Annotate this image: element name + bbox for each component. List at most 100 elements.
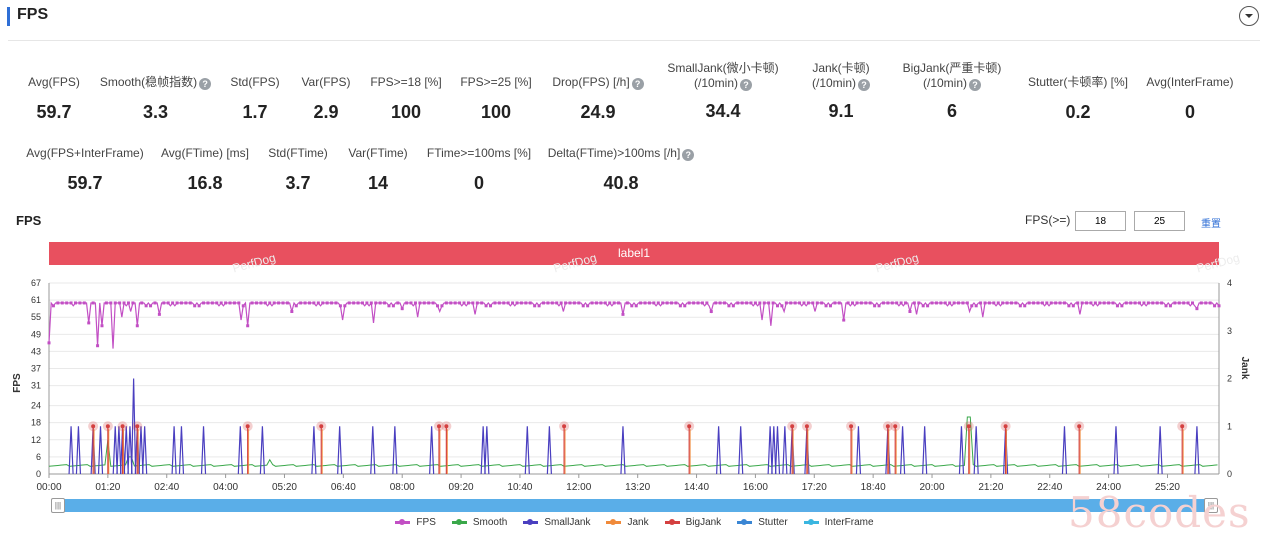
x-tick-label: 12:00 [566, 482, 591, 493]
fps-point [299, 301, 303, 305]
fps-point [338, 304, 342, 308]
smalljank-spike [200, 426, 207, 475]
fps-point [996, 301, 1000, 305]
fps-point [241, 304, 245, 308]
help-icon[interactable]: ? [858, 79, 870, 91]
metric-value: 59.7 [36, 102, 72, 122]
metric-label: Jank(卡顿) [812, 61, 870, 75]
fps-point [69, 301, 73, 305]
help-icon[interactable]: ? [682, 149, 695, 161]
slider-right-handle[interactable]: ||| [1204, 498, 1218, 513]
fps-point [135, 324, 139, 328]
fps-point [877, 304, 881, 308]
fps-point [775, 304, 779, 308]
metric-avg-fps: Avg(FPS) 59.7 [18, 75, 90, 123]
legend-item-bigjank[interactable]: BigJank [664, 517, 721, 528]
fps-point [564, 301, 568, 305]
fps-point [197, 304, 201, 308]
fps-point [555, 301, 559, 305]
fps-point [259, 301, 263, 305]
metric-value: 0 [1184, 102, 1195, 122]
fps-point [272, 301, 276, 305]
time-range-slider[interactable] [51, 499, 1218, 512]
fps-point [126, 301, 130, 305]
help-icon[interactable]: ? [199, 78, 212, 90]
y-left-tick-label: 24 [31, 401, 41, 411]
legend-item-jank[interactable]: Jank [606, 517, 649, 528]
metric-value: 40.8 [603, 173, 639, 193]
reset-link[interactable]: 重置 [1201, 219, 1221, 230]
fps-point [1142, 301, 1146, 305]
fps-point [851, 301, 855, 305]
fps-point [643, 301, 647, 305]
fps-point [219, 301, 223, 305]
legend-item-smooth[interactable]: Smooth [451, 517, 507, 528]
fps-point [864, 301, 868, 305]
smalljank-spike [524, 426, 530, 475]
fps-point [1208, 301, 1212, 305]
fps-point [820, 301, 824, 305]
fps-point [904, 301, 908, 305]
x-tick-label: 02:40 [154, 482, 179, 493]
legend-item-interframe[interactable]: InterFrame [803, 517, 874, 528]
fps-threshold-input-1[interactable] [1075, 211, 1126, 231]
fps-point [612, 301, 616, 305]
fps-point [873, 304, 877, 308]
metric-label-unit: (/10min) [693, 76, 738, 90]
y-right-axis-label: Jank [1239, 357, 1250, 380]
fps-point [806, 301, 810, 305]
smalljank-spike [142, 426, 148, 475]
fps-point [846, 301, 850, 305]
fps-point [462, 301, 466, 305]
fps-point [1164, 304, 1168, 308]
chart-legend: FPS Smooth SmallJank Jank BigJank Stutte… [0, 517, 1269, 528]
legend-item-smalljank[interactable]: SmallJank [523, 517, 590, 528]
x-tick-label: 10:40 [507, 482, 532, 493]
fps-point [347, 301, 351, 305]
y-left-tick-label: 61 [31, 295, 41, 305]
x-tick-label: 25:20 [1155, 482, 1180, 493]
fps-threshold-input-2[interactable] [1134, 211, 1185, 231]
legend-item-fps[interactable]: FPS [395, 517, 436, 528]
metric-value: 0 [473, 173, 484, 193]
smalljank-spike [259, 426, 265, 475]
fps-point [391, 304, 395, 308]
legend-swatch [737, 519, 753, 525]
metric-label: Avg(FPS+InterFrame) [26, 146, 144, 160]
bigjank-point [1180, 424, 1185, 429]
smalljank-spike [899, 426, 906, 475]
fps-point [1005, 301, 1009, 305]
fps-point [281, 301, 285, 305]
smalljank-spike [131, 378, 137, 475]
help-icon[interactable]: ? [969, 79, 981, 91]
smalljank-spike [127, 426, 133, 475]
fps-point [603, 301, 607, 305]
fps-point [533, 304, 537, 308]
fps-point [104, 301, 108, 305]
fps-point [1098, 301, 1102, 305]
fps-point [1124, 301, 1128, 305]
fps-point [939, 301, 943, 305]
fps-point [56, 301, 60, 305]
fps-point [502, 301, 506, 305]
fps-point [537, 304, 541, 308]
bigjank-point [444, 424, 449, 429]
fps-point [118, 301, 122, 305]
help-icon[interactable]: ? [631, 78, 644, 90]
slider-left-handle[interactable]: ||| [51, 498, 65, 513]
metric-value: 3.7 [285, 173, 311, 193]
metric-big-jank: BigJank(严重卡顿) (/10min)? 6 [892, 61, 1012, 122]
fps-point [325, 301, 329, 305]
fps-point [157, 312, 161, 316]
metric-avg-ftime: Avg(FTime) [ms] 16.8 [156, 146, 254, 194]
fps-point [374, 301, 378, 305]
smalljank-spike [429, 426, 435, 475]
metric-jank: Jank(卡顿) (/10min)? 9.1 [796, 61, 886, 122]
metric-delta-ftime: Delta(FTime)>100ms [/h]? 40.8 [546, 146, 696, 194]
help-icon[interactable]: ? [740, 79, 752, 91]
legend-item-stutter[interactable]: Stutter [737, 517, 788, 528]
label-band[interactable]: label1 [49, 242, 1219, 265]
collapse-button[interactable] [1239, 6, 1259, 26]
fps-point [1120, 304, 1124, 308]
